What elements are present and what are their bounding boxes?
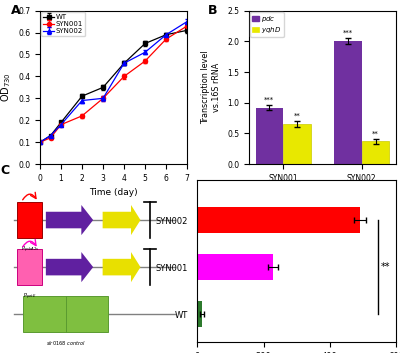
Bar [334, 41, 362, 164]
Text: **: ** [380, 262, 390, 272]
Polygon shape [46, 205, 93, 235]
Text: P$_{petE}$: P$_{petE}$ [23, 292, 36, 302]
Bar [18, 249, 42, 285]
Bar [18, 202, 42, 238]
Text: **: ** [294, 113, 300, 119]
X-axis label: Time (day): Time (day) [89, 189, 138, 197]
Text: C: C [0, 164, 10, 177]
Bar [197, 301, 202, 327]
Polygon shape [103, 205, 140, 235]
Bar [197, 254, 274, 280]
Text: A: A [10, 5, 20, 17]
Bar [362, 142, 389, 164]
Text: ***: *** [343, 30, 353, 36]
Legend: $pdc$, $yqhD$: $pdc$, $yqhD$ [250, 12, 284, 37]
Text: $slr0168$ control: $slr0168$ control [46, 339, 86, 347]
Bar [197, 207, 360, 233]
Polygon shape [103, 252, 140, 282]
Y-axis label: Transcription level
vs.16S rRNA: Transcription level vs.16S rRNA [201, 50, 222, 124]
Bar [283, 124, 311, 164]
Y-axis label: OD$_{730}$: OD$_{730}$ [0, 72, 12, 102]
Legend: WT, SYN001, SYN002: WT, SYN001, SYN002 [41, 12, 86, 36]
Bar [23, 296, 108, 332]
Text: **: ** [372, 131, 379, 137]
Polygon shape [46, 252, 93, 282]
Text: B: B [208, 5, 217, 17]
Bar [256, 108, 283, 164]
Text: ***: *** [264, 97, 274, 103]
Text: P$_{psbA2s}$: P$_{psbA2s}$ [20, 245, 39, 255]
